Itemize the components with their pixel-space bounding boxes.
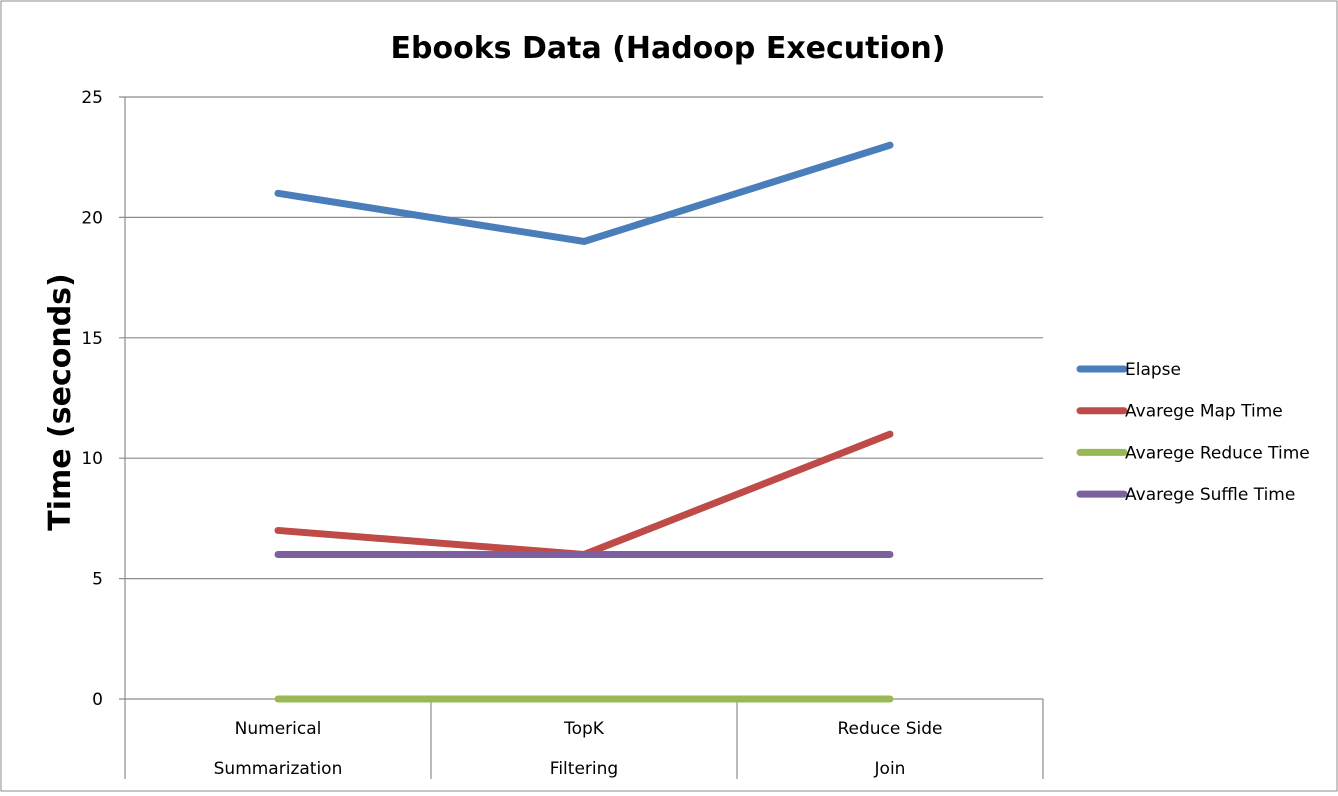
y-tick-label: 0 xyxy=(92,690,103,710)
axes xyxy=(124,97,1044,779)
y-tick-label: 25 xyxy=(81,88,103,108)
legend-label: Elapse xyxy=(1125,360,1181,380)
y-tick-label: 10 xyxy=(81,449,103,469)
x-tick-labels: Numerical Summarization TopK Filtering Reduc… xyxy=(214,719,943,779)
y-tick-label: 15 xyxy=(81,329,103,349)
legend-label: Avarege Reduce Time xyxy=(1125,443,1310,463)
series-line xyxy=(274,141,894,245)
x-tick-label: Filtering xyxy=(550,759,618,779)
legend-label: Avarege Map Time xyxy=(1125,402,1283,422)
x-tick-label: Join xyxy=(874,759,906,779)
y-tick-labels: 0 5 10 15 20 25 xyxy=(81,88,103,710)
chart-title: Ebooks Data (Hadoop Execution) xyxy=(391,31,946,66)
legend: Elapse Avarege Map Time Avarege Reduce Tim… xyxy=(1076,360,1310,505)
legend-label: Avarege Suffle Time xyxy=(1125,485,1295,505)
y-tick-label: 20 xyxy=(81,208,103,228)
x-tick-label: Numerical xyxy=(235,719,322,739)
x-tick-label: Summarization xyxy=(214,759,343,779)
y-tick-label: 5 xyxy=(92,570,103,590)
x-tick-label: TopK xyxy=(563,719,605,739)
y-axis-label: Time (seconds) xyxy=(43,273,78,531)
series-lines xyxy=(274,141,894,703)
x-tick-label: Reduce Side xyxy=(837,719,942,739)
